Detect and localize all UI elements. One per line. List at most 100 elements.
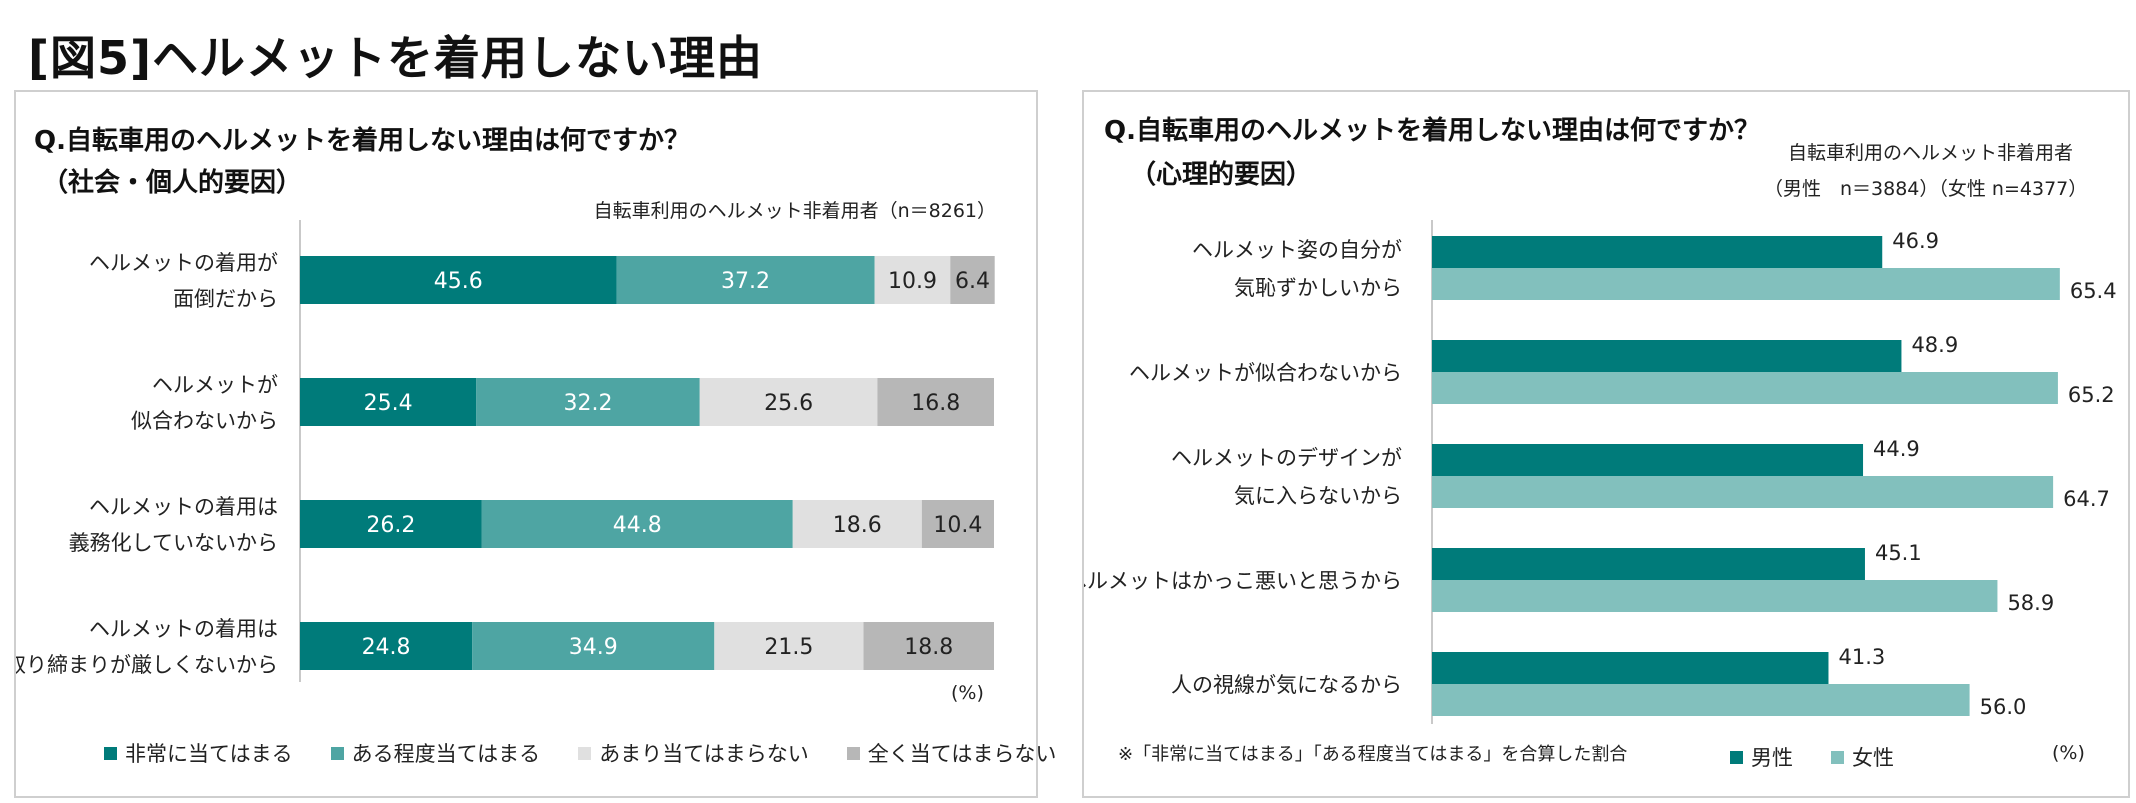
legend-item-somewhat: ある程度当てはまる xyxy=(330,738,541,768)
left-bar-notmuch xyxy=(714,622,864,670)
left-data-label: 24.8 xyxy=(362,635,411,660)
left-legend: 非常に当てはまる ある程度当てはまる あまり当てはまらない 全く当てはまらない xyxy=(104,738,1094,768)
legend-swatch-male xyxy=(1730,750,1743,764)
legend-swatch-notatall xyxy=(846,746,860,760)
legend-label-male: 男性 xyxy=(1751,746,1793,770)
left-category-label: 似合わないから xyxy=(131,409,278,433)
left-data-label: 25.4 xyxy=(364,391,413,416)
left-category-label: 義務化していないから xyxy=(69,531,278,555)
right-bar-male xyxy=(1432,548,1865,580)
right-unit-label: (%) xyxy=(2052,742,2085,764)
left-bar-very xyxy=(300,378,477,426)
right-subtitle: （心理的要因） xyxy=(1130,160,1313,190)
right-sample-note-1: 自転車利用のヘルメット非着用者 xyxy=(1788,142,2074,164)
right-data-label: 46.9 xyxy=(1892,229,1939,253)
right-footnote: ※「非常に当てはまる」「ある程度当てはまる」を合算した割合 xyxy=(1118,744,1628,765)
left-category-label: ヘルメットの着用は xyxy=(89,617,278,641)
legend-item-very: 非常に当てはまる xyxy=(104,738,293,768)
right-bar-male xyxy=(1432,444,1864,476)
right-sample-note-2: （男性 n＝3884）（女性 n=4377） xyxy=(1764,178,2088,200)
legend-item-notatall: 全く当てはまらない xyxy=(846,738,1057,768)
right-data-label: 65.2 xyxy=(2068,383,2115,407)
right-data-label: 45.1 xyxy=(1875,541,1922,565)
left-unit-label: (%) xyxy=(951,682,984,704)
right-category-label: 人の視線が気になるから xyxy=(1171,673,1402,697)
right-bar-female xyxy=(1432,580,1998,612)
figure-title: [図5]ヘルメットを着用しない理由 xyxy=(28,31,764,85)
legend-label-notmuch: あまり当てはまらない xyxy=(599,742,809,766)
left-bar-notatall xyxy=(863,622,994,670)
right-bar-female xyxy=(1432,268,2060,300)
legend-label-notatall: 全く当てはまらない xyxy=(867,742,1057,766)
left-subtitle: （社会・個人的要因） xyxy=(42,168,303,198)
right-bar-female xyxy=(1432,476,2054,508)
right-data-label: 58.9 xyxy=(2007,591,2054,615)
left-data-label: 18.8 xyxy=(904,635,953,660)
legend-swatch-very xyxy=(104,746,117,760)
right-bar-female xyxy=(1432,684,1970,716)
left-data-label: 18.6 xyxy=(833,513,882,538)
left-bar-somewhat xyxy=(476,378,700,426)
legend-swatch-notmuch xyxy=(578,746,592,760)
left-bar-very xyxy=(300,622,473,670)
right-data-label: 48.9 xyxy=(1911,333,1958,357)
left-bar-notmuch xyxy=(792,500,922,548)
left-data-label: 44.8 xyxy=(613,513,662,538)
left-data-label: 25.6 xyxy=(764,391,813,416)
left-category-label: ヘルメットが xyxy=(152,373,278,397)
left-bar-notatall xyxy=(950,256,995,304)
right-category-label: 気恥ずかしいから xyxy=(1234,276,1402,300)
right-data-label: 65.4 xyxy=(2070,279,2117,303)
right-data-label: 56.0 xyxy=(1980,695,2027,719)
left-category-label: 取り締まりが厳しくないから xyxy=(16,653,278,677)
legend-item-female: 女性 xyxy=(1831,742,1894,772)
legend-item-notmuch: あまり当てはまらない xyxy=(578,738,809,768)
left-bar-somewhat xyxy=(481,500,793,548)
left-data-label: 37.2 xyxy=(721,269,770,294)
right-data-label: 64.7 xyxy=(2063,487,2110,511)
left-category-label: ヘルメットの着用が xyxy=(89,251,278,275)
left-question: Q.自転車用のヘルメットを着用しない理由は何ですか？ xyxy=(34,126,690,156)
legend-label-very: 非常に当てはまる xyxy=(125,742,293,766)
left-data-label: 16.8 xyxy=(911,391,960,416)
right-category-label: 気に入らないから xyxy=(1234,484,1402,508)
left-bar-notmuch xyxy=(874,256,951,304)
right-category-label: ヘルメットのデザインが xyxy=(1171,446,1402,470)
left-data-label: 34.9 xyxy=(569,635,618,660)
left-bar-notatall xyxy=(877,378,994,426)
left-data-label: 26.2 xyxy=(366,513,415,538)
right-data-label: 44.9 xyxy=(1873,437,1920,461)
right-bar-male xyxy=(1432,340,1902,372)
left-data-label: 21.5 xyxy=(764,635,813,660)
legend-swatch-somewhat xyxy=(330,746,344,760)
left-sample-note: 自転車利用のヘルメット非着用者（n＝8261） xyxy=(593,200,996,222)
left-bar-somewhat xyxy=(616,256,875,304)
legend-swatch-female xyxy=(1831,750,1844,764)
legend-label-somewhat: ある程度当てはまる xyxy=(351,742,541,766)
left-data-label: 10.4 xyxy=(933,513,982,538)
left-bar-somewhat xyxy=(472,622,715,670)
left-bar-notatall xyxy=(921,500,994,548)
left-data-label: 6.4 xyxy=(955,269,990,294)
left-data-label: 10.9 xyxy=(888,269,937,294)
right-category-label: ヘルメット姿の自分が xyxy=(1192,238,1402,262)
left-data-label: 32.2 xyxy=(564,391,613,416)
right-bar-male xyxy=(1432,236,1883,268)
left-category-label: ヘルメットの着用は xyxy=(89,495,278,519)
left-chart-panel: Q.自転車用のヘルメットを着用しない理由は何ですか？ （社会・個人的要因） 自転… xyxy=(14,90,1056,798)
right-legend: 男性 女性 xyxy=(1730,742,1932,772)
left-bar-very xyxy=(300,500,482,548)
left-category-label: 面倒だから xyxy=(173,287,278,311)
legend-label-female: 女性 xyxy=(1852,746,1894,770)
right-category-label: ヘルメットはかっこ悪いと思うから xyxy=(1084,569,1402,593)
left-bar-very xyxy=(300,256,617,304)
left-bar-notmuch xyxy=(699,378,878,426)
right-bar-male xyxy=(1432,652,1829,684)
right-category-label: ヘルメットが似合わないから xyxy=(1129,361,1402,385)
legend-item-male: 男性 xyxy=(1730,742,1793,772)
right-data-label: 41.3 xyxy=(1838,645,1885,669)
right-chart-panel: Q.自転車用のヘルメットを着用しない理由は何ですか？ （心理的要因） 自転車利用… xyxy=(1082,90,2130,798)
left-data-label: 45.6 xyxy=(434,269,483,294)
